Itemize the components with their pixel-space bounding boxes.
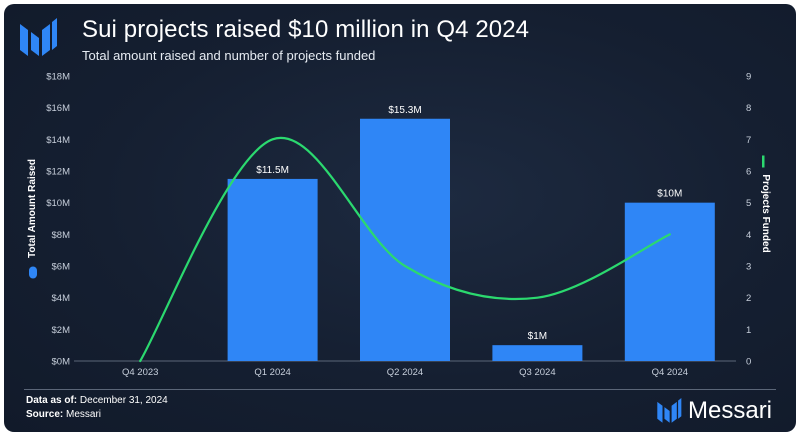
bar (360, 118, 450, 361)
left-axis-tick-label: $16M (46, 103, 70, 114)
left-axis-tick-label: $18M (46, 72, 70, 83)
left-axis-tick-label: $4M (52, 293, 71, 304)
bar-data-label: $1M (528, 331, 547, 342)
right-axis-title: Projects Funded (760, 174, 771, 252)
left-axis-tick-label: $12M (46, 167, 70, 178)
data-as-of-label: Data as of: (26, 395, 78, 406)
bar (492, 345, 583, 361)
page-title: Sui projects raised $10 million in Q4 20… (82, 16, 530, 43)
x-axis-tick-label: Q3 2024 (519, 367, 555, 378)
chart-card: Sui projects raised $10 million in Q4 20… (4, 4, 796, 432)
left-axis-legend-marker (29, 266, 37, 279)
left-axis-tick-label: $8M (52, 230, 71, 241)
right-axis-tick-label: 8 (746, 103, 751, 114)
left-axis-title: Total Amount Raised (27, 159, 38, 258)
messari-logo-icon (20, 18, 57, 56)
right-axis-tick-label: 2 (746, 293, 751, 304)
data-as-of-value: December 31, 2024 (79, 395, 168, 406)
left-axis-tick-label: $0M (52, 357, 71, 368)
right-axis-tick-label: 6 (746, 167, 751, 178)
bar-data-label: $15.3M (388, 105, 421, 116)
brand-name: Messari (688, 397, 773, 424)
left-axis-tick-label: $14M (46, 135, 70, 146)
x-axis-tick-label: Q4 2023 (122, 367, 158, 378)
x-axis-tick-label: Q2 2024 (387, 367, 423, 378)
x-axis-tick-label: Q4 2024 (652, 367, 688, 378)
combo-chart: $0M $2M $4M $6M $8M $10M $12M $14M $16M $18M 0 1 2 3 4… (27, 72, 771, 379)
right-axis-tick-label: 9 (746, 72, 751, 83)
right-axis-tick-label: 7 (746, 135, 751, 146)
footer-divider (24, 389, 776, 390)
bar (227, 178, 318, 361)
left-axis-tick-label: $6M (52, 262, 71, 273)
source: Source: Messari (26, 409, 101, 420)
right-axis-tick-label: 4 (746, 230, 751, 241)
right-axis-tick-label: 0 (746, 357, 751, 368)
brand-footer: Messari (656, 396, 772, 426)
bar-data-label: $10M (657, 189, 682, 200)
messari-brand-icon (657, 398, 682, 423)
left-axis-tick-label: $2M (52, 325, 71, 336)
bar-data-label: $11.5M (256, 165, 289, 176)
right-axis-tick-label: 1 (746, 325, 751, 336)
data-as-of: Data as of: December 31, 2024 (26, 395, 168, 406)
right-axis-legend-marker (762, 155, 765, 168)
source-label: Source: (26, 409, 64, 420)
x-axis-tick-label: Q1 2024 (254, 367, 290, 378)
bar (624, 202, 715, 361)
source-value: Messari (66, 409, 102, 420)
right-axis-tick-label: 5 (746, 198, 751, 209)
projects-funded-line (139, 136, 671, 363)
left-axis-tick-label: $10M (46, 198, 70, 209)
right-axis-tick-label: 3 (746, 262, 751, 273)
page-subtitle: Total amount raised and number of projec… (82, 48, 376, 63)
